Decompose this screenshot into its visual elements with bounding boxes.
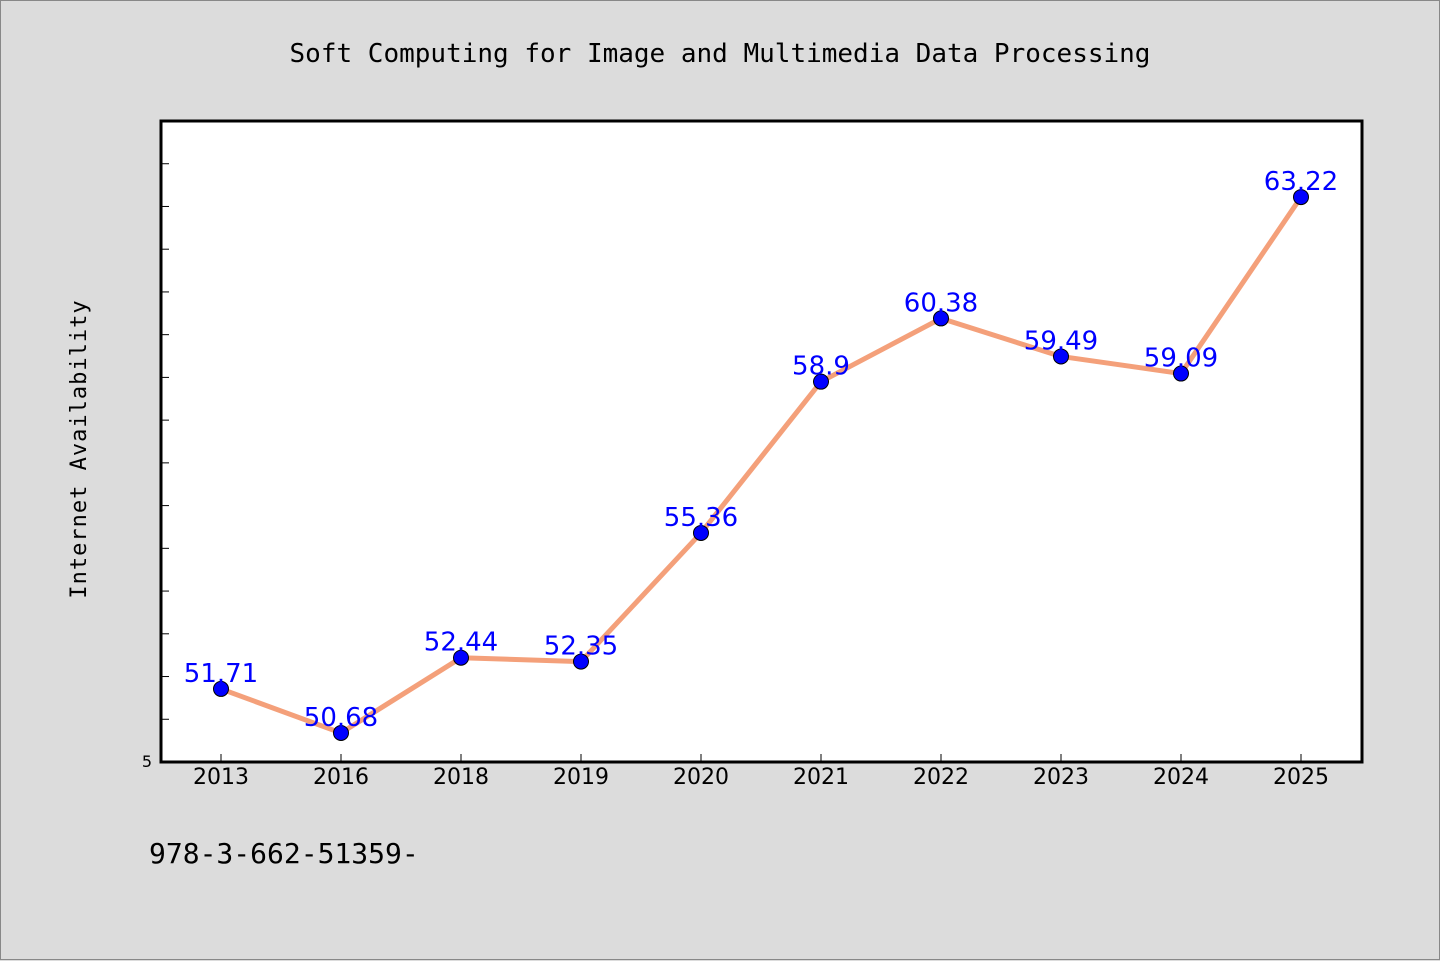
data-point <box>1293 189 1309 206</box>
x-tick-label: 2022 <box>913 765 969 790</box>
data-label: 59.09 <box>1144 344 1218 374</box>
x-axis-ticks: 2013 2016 2018 2019 2020 2021 2022 2023 2024 2025 <box>193 754 1329 790</box>
x-tick-label: 2023 <box>1033 765 1089 790</box>
data-label: 52.44 <box>424 628 498 658</box>
series-line <box>220 195 1304 736</box>
data-point <box>453 649 469 666</box>
y-axis-ticks <box>161 163 169 763</box>
data-label: 60.38 <box>904 288 978 318</box>
x-tick-label: 2013 <box>193 765 249 790</box>
y-axis-label: Internet Availability <box>67 299 92 598</box>
x-tick-label: 2019 <box>553 765 609 790</box>
data-label: 51.71 <box>184 659 258 689</box>
data-label: 52.35 <box>544 632 618 662</box>
x-tick-label: 2021 <box>793 765 849 790</box>
data-label: 59.49 <box>1024 326 1098 356</box>
data-point <box>573 653 589 670</box>
data-point <box>333 724 349 741</box>
footer-isbn: 978-3-662-51359- <box>149 837 419 870</box>
chart-title: Soft Computing for Image and Multimedia … <box>290 39 1151 69</box>
data-point <box>933 310 949 327</box>
data-label: 50.68 <box>304 703 378 733</box>
x-tick-label: 2018 <box>433 765 489 790</box>
y-tick-label: 5 <box>142 752 152 771</box>
data-point <box>213 680 229 697</box>
data-point <box>813 373 829 390</box>
data-point <box>1173 365 1189 382</box>
data-label: 55.36 <box>664 503 738 533</box>
data-point <box>1053 348 1069 365</box>
plot-area <box>159 119 1364 764</box>
x-tick-label: 2025 <box>1273 765 1329 790</box>
data-label: 63.22 <box>1264 167 1338 197</box>
data-label: 58.9 <box>792 352 850 382</box>
data-point <box>693 524 709 541</box>
x-tick-label: 2016 <box>313 765 369 790</box>
series-group: 51.71 50.68 52.44 52.35 55.36 58.9 60.38 59.49 5… <box>184 167 1338 741</box>
x-tick-label: 2020 <box>673 765 729 790</box>
x-tick-label: 2024 <box>1153 765 1209 790</box>
